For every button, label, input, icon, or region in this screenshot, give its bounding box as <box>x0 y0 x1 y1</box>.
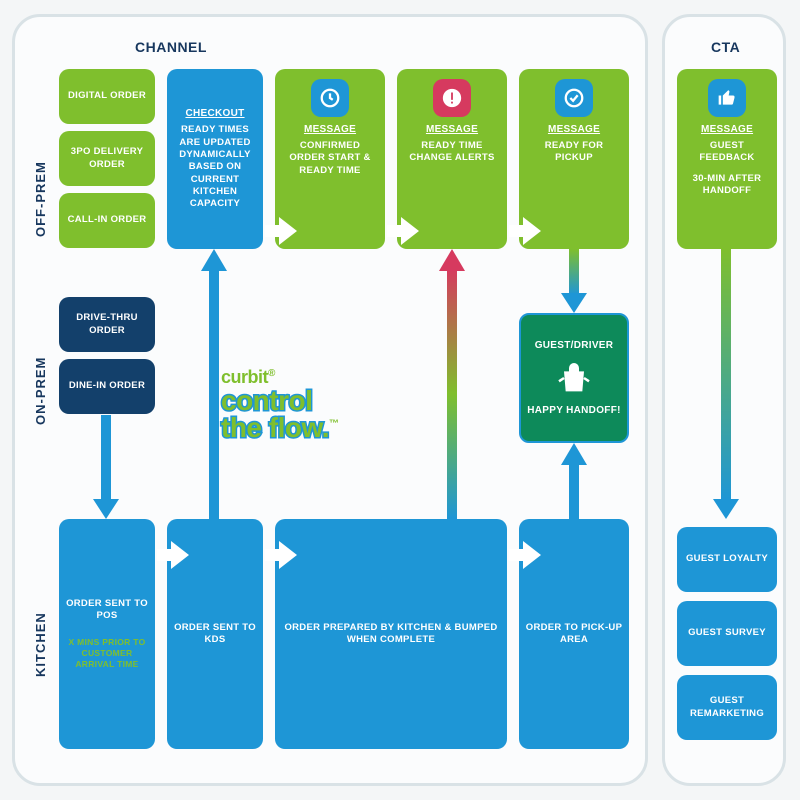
bag-icon <box>554 358 594 398</box>
logo-line1: control <box>221 388 441 415</box>
checkout-body: READY TIMES ARE UPDATED DYNAMICALLY BASE… <box>173 124 257 210</box>
node-remarketing: GUEST REMARKETING <box>677 675 777 740</box>
main-panel: CHANNEL OFF-PREM ON-PREM KITCHEN DIGITAL… <box>12 14 648 786</box>
msg1-title: MESSAGE <box>304 123 356 136</box>
node-3po-order: 3PO DELIVERY ORDER <box>59 131 155 186</box>
arrow-down-icon <box>561 249 587 313</box>
msg3-title: MESSAGE <box>548 123 600 136</box>
node-pos: ORDER SENT TO POS X MINS PRIOR TO CUSTOM… <box>59 519 155 749</box>
node-dinein-order: DINE-IN ORDER <box>59 359 155 414</box>
pos-sub: X MINS PRIOR TO CUSTOMER ARRIVAL TIME <box>65 637 149 670</box>
msg2-title: MESSAGE <box>426 123 478 136</box>
logo: curbit® control the flow.™ <box>221 367 441 441</box>
node-digital-order: DIGITAL ORDER <box>59 69 155 124</box>
node-survey: GUEST SURVEY <box>677 601 777 666</box>
node-callin-order: CALL-IN ORDER <box>59 193 155 248</box>
cta-msg-body1: GUEST FEEDBACK <box>683 140 771 165</box>
alert-icon <box>433 79 471 117</box>
pos-text: ORDER SENT TO POS <box>65 598 149 623</box>
logo-brand: curbit <box>221 367 268 387</box>
label-offprem: OFF-PREM <box>33 161 48 237</box>
arrow-up-icon <box>201 249 227 519</box>
handoff-body: HAPPY HANDOFF! <box>527 404 620 417</box>
node-drivethru-order: DRIVE-THRU ORDER <box>59 297 155 352</box>
msg1-body: CONFIRMED ORDER START & READY TIME <box>281 140 379 177</box>
node-checkout: CHECKOUT READY TIMES ARE UPDATED DYNAMIC… <box>167 69 263 249</box>
node-loyalty: GUEST LOYALTY <box>677 527 777 592</box>
handoff-title: GUEST/DRIVER <box>535 339 614 352</box>
msg3-body: READY FOR PICKUP <box>525 140 623 165</box>
header-cta: CTA <box>711 39 740 55</box>
logo-line2: the flow. <box>221 412 329 443</box>
clock-icon <box>311 79 349 117</box>
check-icon <box>555 79 593 117</box>
node-handoff: GUEST/DRIVER HAPPY HANDOFF! <box>519 313 629 443</box>
arrow-up-icon <box>439 249 465 519</box>
arrow-up-icon <box>561 443 587 519</box>
thumbsup-icon <box>708 79 746 117</box>
cta-msg-title: MESSAGE <box>701 123 753 136</box>
node-cta-msg: MESSAGE GUEST FEEDBACK 30-MIN AFTER HAND… <box>677 69 777 249</box>
arrow-down-icon <box>93 415 119 519</box>
arrow-icon <box>279 541 297 569</box>
arrow-icon <box>279 217 297 245</box>
arrow-down-icon <box>713 249 739 519</box>
cta-msg-body2: 30-MIN AFTER HANDOFF <box>683 173 771 198</box>
msg2-body: READY TIME CHANGE ALERTS <box>403 140 501 165</box>
header-channel: CHANNEL <box>135 39 207 55</box>
label-onprem: ON-PREM <box>33 357 48 425</box>
arrow-icon <box>523 541 541 569</box>
arrow-icon <box>401 217 419 245</box>
label-kitchen: KITCHEN <box>33 612 48 677</box>
arrow-icon <box>523 217 541 245</box>
checkout-title: CHECKOUT <box>185 107 244 120</box>
node-prep: ORDER PREPARED BY KITCHEN & BUMPED WHEN … <box>275 519 507 749</box>
cta-panel: CTA MESSAGE GUEST FEEDBACK 30-MIN AFTER … <box>662 14 786 786</box>
arrow-icon <box>171 541 189 569</box>
